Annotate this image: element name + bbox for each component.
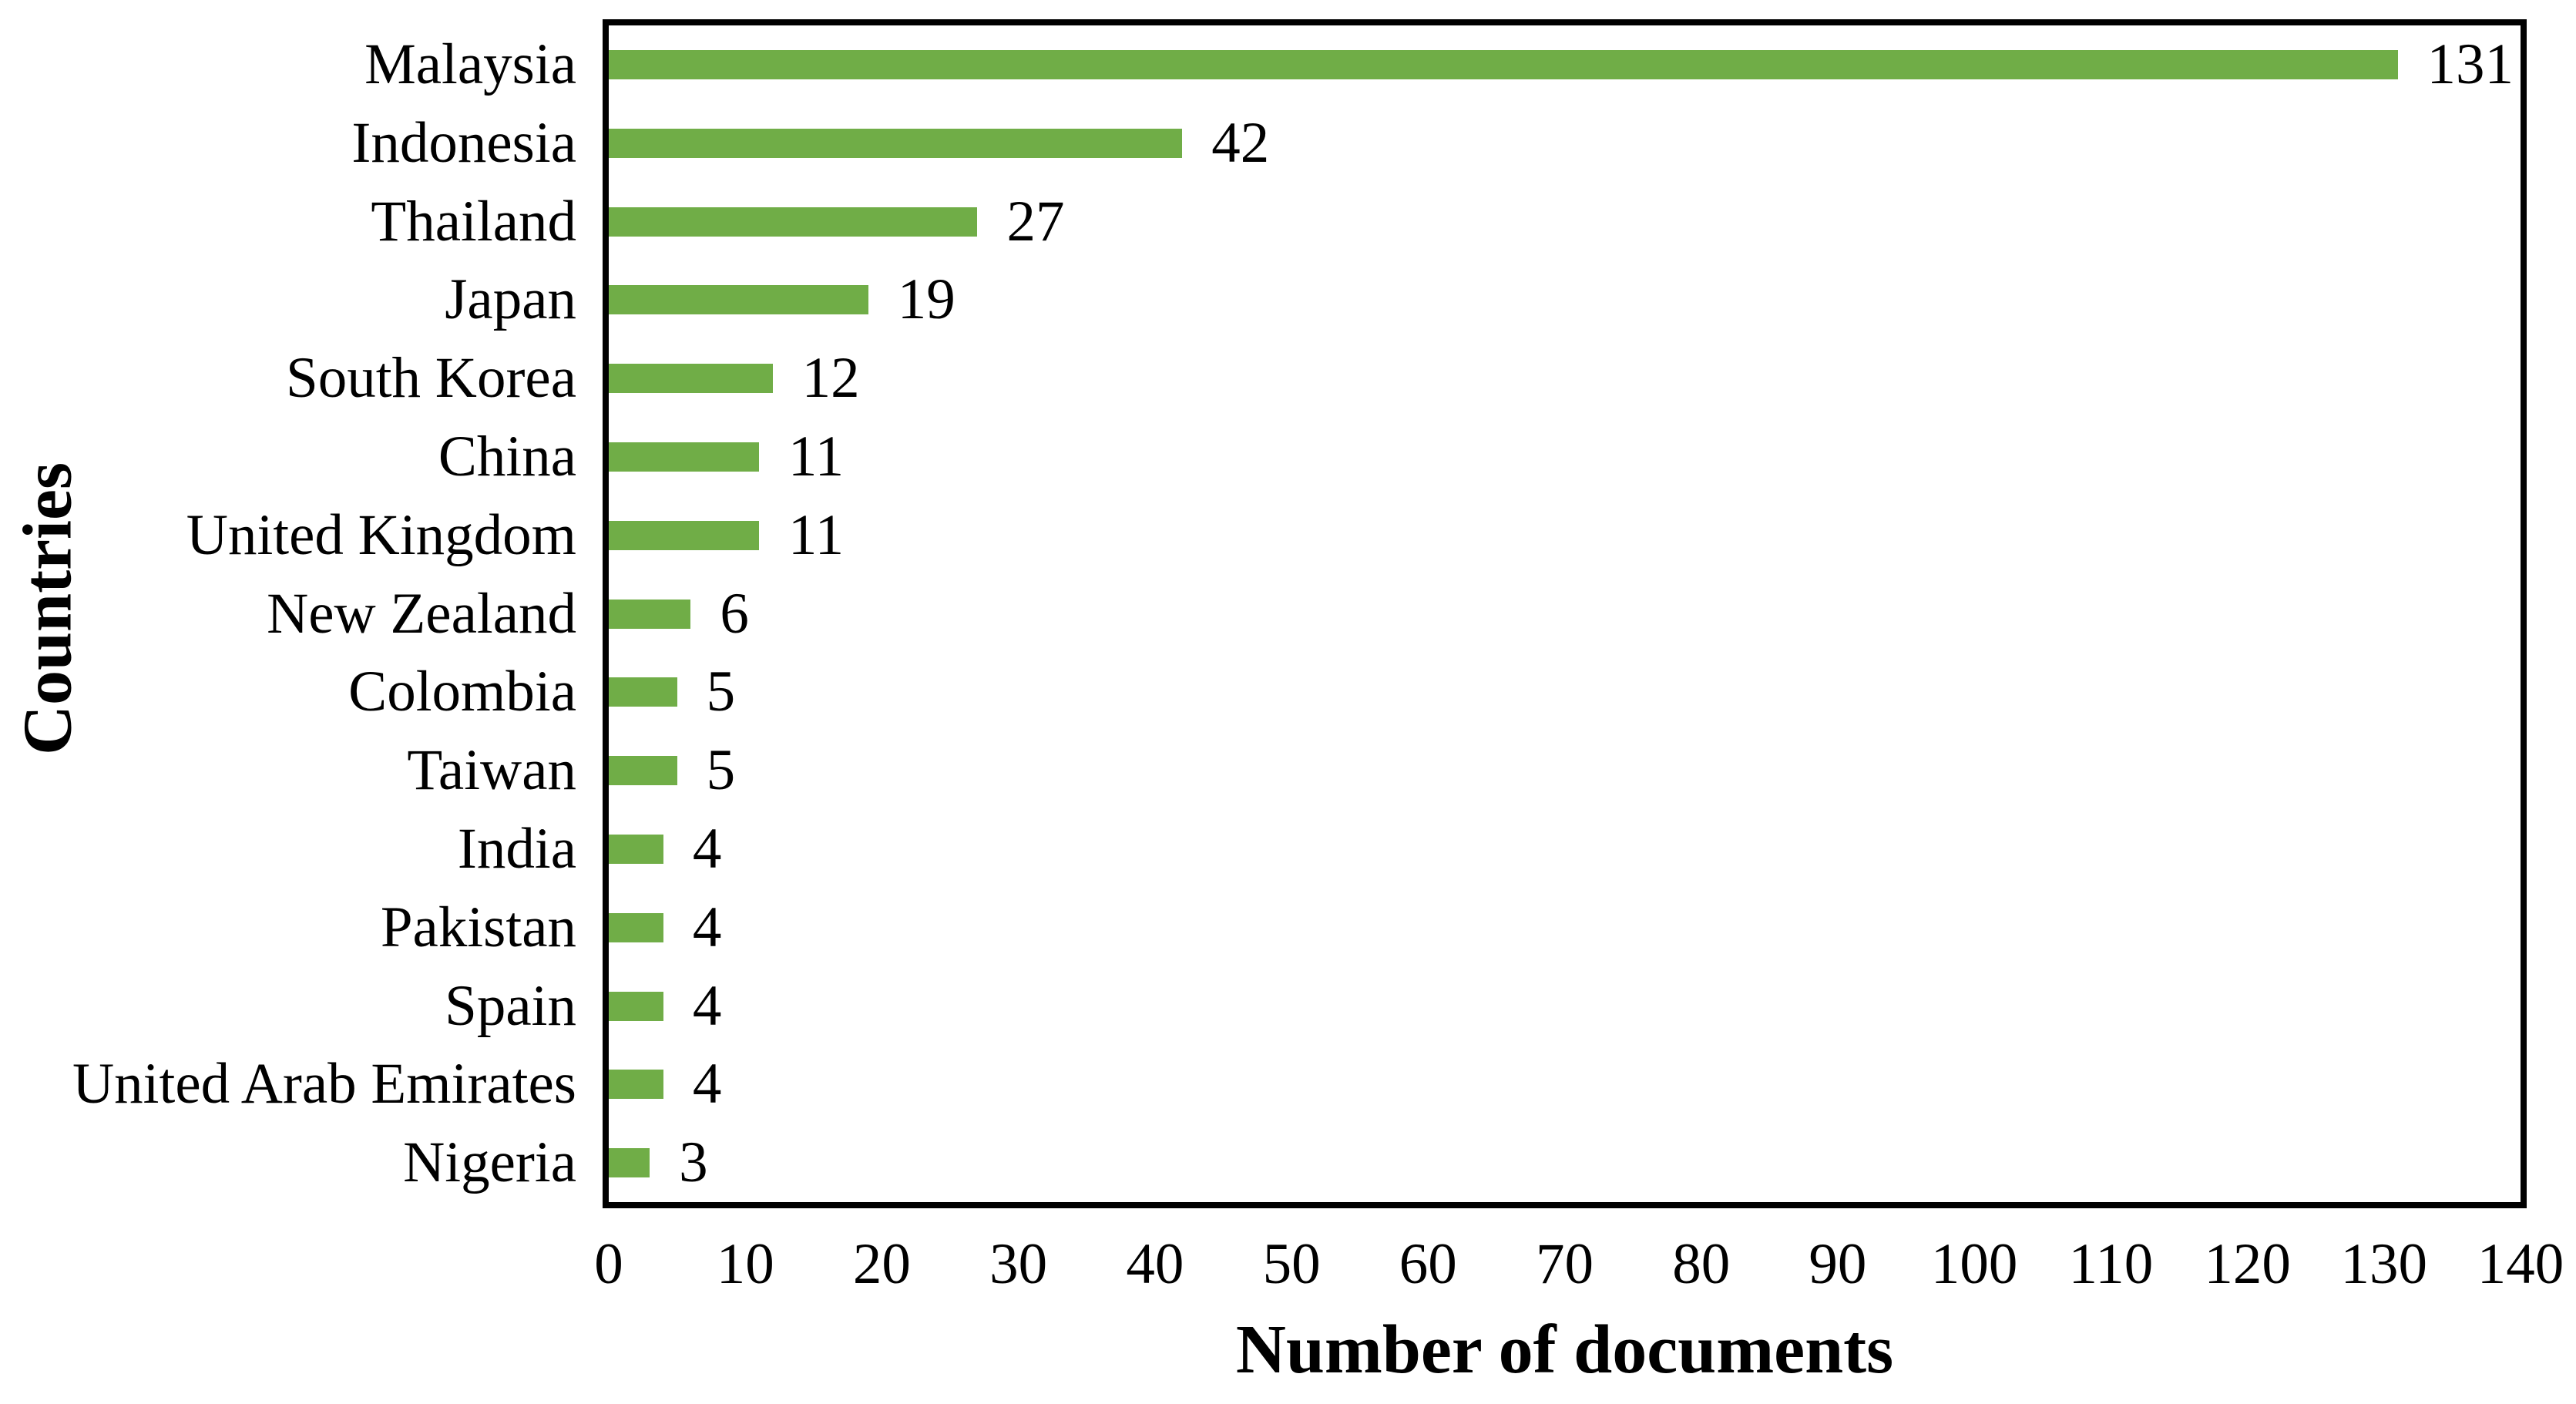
bar bbox=[609, 520, 759, 550]
category-label: South Korea bbox=[285, 346, 576, 411]
category-label: Pakistan bbox=[380, 895, 576, 959]
bar-value-label: 131 bbox=[2427, 32, 2514, 96]
bar bbox=[609, 1148, 650, 1178]
bar-value-label: 4 bbox=[692, 973, 722, 1038]
bar-value-label: 42 bbox=[1211, 110, 1270, 175]
category-label: United Arab Emirates bbox=[72, 1052, 576, 1117]
x-tick-label: 100 bbox=[1930, 1232, 2018, 1296]
plot-area bbox=[603, 19, 2527, 1208]
x-tick-label: 30 bbox=[989, 1232, 1048, 1296]
bar-value-label: 11 bbox=[788, 502, 845, 567]
bar-value-label: 4 bbox=[692, 817, 722, 881]
x-tick-label: 70 bbox=[1536, 1232, 1594, 1296]
x-tick-label: 0 bbox=[594, 1232, 623, 1296]
bar bbox=[609, 49, 2398, 79]
category-label: Colombia bbox=[348, 660, 576, 724]
bar bbox=[609, 442, 759, 472]
x-tick-label: 110 bbox=[2068, 1232, 2154, 1296]
bar-value-label: 6 bbox=[720, 581, 749, 646]
bar bbox=[609, 364, 773, 394]
bar bbox=[609, 128, 1183, 158]
bar-value-label: 11 bbox=[788, 425, 845, 489]
category-label: Indonesia bbox=[351, 110, 576, 175]
x-axis-title: Number of documents bbox=[1235, 1312, 1894, 1388]
x-tick-label: 90 bbox=[1809, 1232, 1867, 1296]
x-tick-label: 130 bbox=[2340, 1232, 2428, 1296]
x-tick-label: 80 bbox=[1672, 1232, 1731, 1296]
category-label: Thailand bbox=[371, 189, 576, 254]
category-label: China bbox=[438, 425, 576, 489]
bar bbox=[609, 599, 691, 629]
x-tick-label: 10 bbox=[716, 1232, 774, 1296]
category-label: Japan bbox=[445, 267, 576, 332]
bar-value-label: 3 bbox=[679, 1130, 708, 1195]
x-tick-label: 40 bbox=[1126, 1232, 1184, 1296]
x-tick-label: 140 bbox=[2477, 1232, 2564, 1296]
bar bbox=[609, 1070, 663, 1100]
x-tick-label: 20 bbox=[852, 1232, 911, 1296]
category-label: India bbox=[457, 817, 576, 881]
bar bbox=[609, 912, 663, 942]
bar-value-label: 12 bbox=[801, 346, 860, 411]
bar bbox=[609, 756, 677, 786]
category-label: Spain bbox=[445, 973, 576, 1038]
bar bbox=[609, 834, 663, 864]
bar-value-label: 5 bbox=[706, 660, 736, 724]
bar-value-label: 19 bbox=[897, 267, 956, 332]
bar bbox=[609, 677, 677, 707]
bar-value-label: 5 bbox=[706, 738, 736, 803]
category-label: Nigeria bbox=[403, 1130, 576, 1195]
bar bbox=[609, 207, 978, 237]
x-tick-label: 60 bbox=[1399, 1232, 1457, 1296]
category-label: New Zealand bbox=[267, 581, 576, 646]
category-label: United Kingdom bbox=[186, 502, 576, 567]
category-label: Malaysia bbox=[364, 32, 576, 96]
bar bbox=[609, 991, 663, 1021]
bar-value-label: 4 bbox=[692, 1052, 722, 1117]
bar-value-label: 27 bbox=[1006, 189, 1065, 254]
category-label: Taiwan bbox=[407, 738, 576, 803]
x-tick-label: 50 bbox=[1262, 1232, 1321, 1296]
bar-value-label: 4 bbox=[692, 895, 722, 959]
bar bbox=[609, 285, 868, 315]
x-tick-label: 120 bbox=[2204, 1232, 2291, 1296]
